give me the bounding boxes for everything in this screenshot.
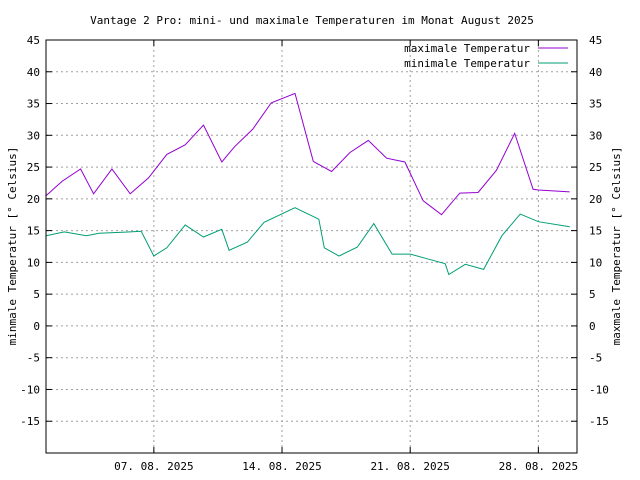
legend-label: maximale Temperatur	[404, 42, 530, 55]
y-tick-label-right: 35	[589, 98, 602, 111]
y-axis-label-left: minmale Temperatur [° Celsius]	[6, 147, 19, 346]
y-tick-label-left: 40	[27, 66, 40, 79]
y-tick-label-left: 0	[33, 320, 40, 333]
y-tick-label-right: 30	[589, 129, 602, 142]
chart-title: Vantage 2 Pro: mini- und maximale Temper…	[90, 14, 534, 27]
y-tick-label-right: 40	[589, 66, 602, 79]
y-axis-label-right: maxmale Temperatur [° Celsius]	[610, 147, 623, 346]
x-tick-label: 14. 08. 2025	[242, 460, 321, 473]
y-tick-label-right: 10	[589, 256, 602, 269]
x-tick-label: 28. 08. 2025	[499, 460, 578, 473]
y-tick-label-right: 15	[589, 225, 602, 238]
y-tick-label-right: 0	[589, 320, 596, 333]
y-tick-label-left: 45	[27, 34, 40, 47]
series-line-max	[45, 92, 570, 216]
data-series	[45, 92, 570, 276]
y-tick-label-right: 5	[589, 288, 596, 301]
y-tick-label-left: -5	[27, 352, 40, 365]
y-tick-label-right: -5	[589, 352, 602, 365]
y-tick-label-left: 20	[27, 193, 40, 206]
y-tick-label-left: 10	[27, 256, 40, 269]
x-tick-label: 07. 08. 2025	[114, 460, 193, 473]
y-tick-label-left: 5	[33, 288, 40, 301]
y-tick-label-left: 35	[27, 98, 40, 111]
y-tick-label-right: 20	[589, 193, 602, 206]
legend-label: minimale Temperatur	[404, 57, 530, 70]
x-tick-label: 21. 08. 2025	[370, 460, 449, 473]
y-tick-label-left: 25	[27, 161, 40, 174]
y-tick-label-right: -10	[589, 383, 609, 396]
y-tick-label-left: 30	[27, 129, 40, 142]
y-tick-label-left: -15	[20, 415, 40, 428]
y-tick-label-right: -15	[589, 415, 609, 428]
legend: maximale Temperatur minimale Temperatur	[404, 42, 568, 70]
axes: -15 -15 -10 -10 -5 -5 0 0 5 5 10 10 15 15 20 20 25 25 30 30…	[20, 34, 609, 473]
y-tick-label-left: -10	[20, 383, 40, 396]
grid-lines	[46, 39, 577, 453]
y-tick-label-right: 45	[589, 34, 602, 47]
y-tick-label-right: 25	[589, 161, 602, 174]
series-line-min	[45, 207, 570, 276]
plot-frame	[45, 39, 578, 454]
y-tick-label-left: 15	[27, 225, 40, 238]
